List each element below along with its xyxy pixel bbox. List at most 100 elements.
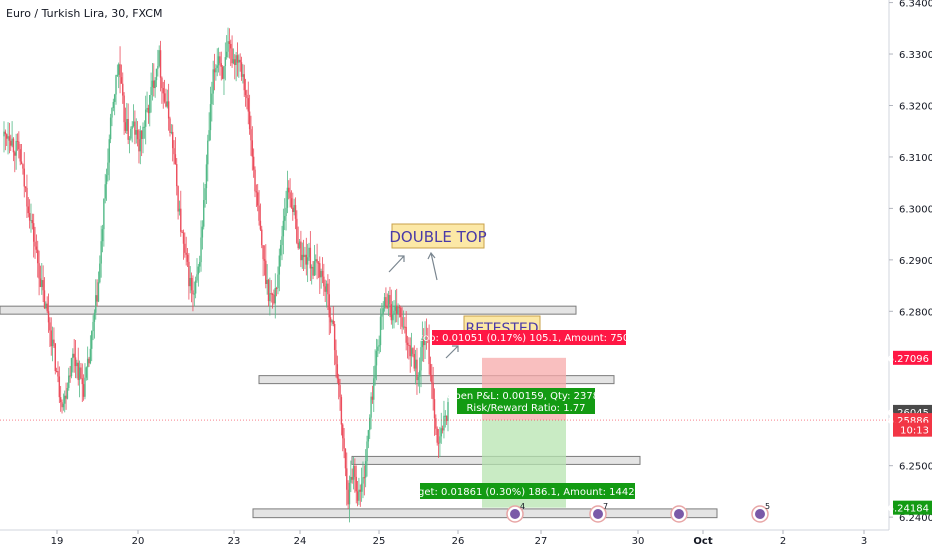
candle-body	[138, 139, 140, 152]
candle-body	[231, 48, 233, 64]
candle-body	[161, 77, 163, 89]
time-tick-label: 27	[535, 536, 548, 547]
candle-body	[358, 489, 360, 501]
candle-body	[257, 192, 259, 206]
candle-body	[387, 295, 390, 308]
candle-body	[309, 247, 312, 269]
candle-body	[8, 136, 11, 141]
candle-body	[369, 417, 371, 431]
candle-body	[22, 164, 24, 169]
candle-body	[124, 122, 127, 131]
candle-body	[76, 362, 78, 367]
candle-body	[230, 43, 232, 49]
candle-body	[408, 344, 410, 346]
price-tick-label: 6.28000	[899, 307, 932, 318]
sr-zone[interactable]	[252, 508, 718, 519]
candle-body	[211, 93, 213, 105]
candle-body	[99, 263, 101, 283]
candle-body	[19, 149, 21, 162]
candle-body	[28, 213, 31, 221]
candle-body	[370, 396, 372, 418]
candle-body	[321, 270, 324, 277]
candle-body	[16, 140, 19, 142]
candle-body	[190, 277, 193, 291]
candle-body	[371, 396, 374, 400]
price-axis[interactable]: 6.34000 6.33000 6.32000 6.31000 6.30000 6.290…	[889, 0, 932, 524]
candle-body	[396, 305, 398, 315]
candle-body	[262, 245, 264, 260]
candle-body	[35, 246, 38, 250]
candle-body	[417, 376, 420, 381]
candle-body	[255, 191, 258, 193]
candle-body	[134, 121, 136, 135]
candle-body	[7, 136, 9, 139]
double-top-annotation[interactable]: DOUBLE TOP	[388, 223, 487, 281]
candle-body	[333, 323, 336, 351]
time-tick-label: 25	[373, 536, 386, 547]
candle-body	[170, 131, 173, 133]
candle-body	[379, 316, 382, 346]
time-axis[interactable]: 19 20 23 24 25 26 27 30 Oct 2 3	[51, 530, 868, 547]
candle-body	[421, 339, 424, 348]
candle-body	[203, 200, 205, 227]
candle-body	[433, 399, 436, 419]
candles-layer	[3, 27, 449, 523]
candle-body	[301, 254, 303, 261]
stop-label-text: Stop: 0.01051 (0.17%) 105.1, Amount: 750…	[413, 333, 645, 344]
price-badge-label: 6.24184	[888, 504, 929, 515]
candle-body	[383, 297, 386, 309]
candle-body	[243, 74, 245, 91]
candle-body	[259, 220, 262, 230]
stop-label[interactable]: Stop: 0.01051 (0.17%) 105.1, Amount: 750…	[413, 330, 645, 345]
candle-body	[381, 313, 383, 317]
candle-body	[227, 41, 229, 52]
candle-body	[81, 378, 83, 385]
candle-body	[252, 156, 255, 170]
candle-body	[193, 293, 195, 295]
candle-body	[54, 343, 56, 371]
candle-body	[39, 278, 42, 287]
candle-body	[402, 326, 405, 328]
candle-body	[123, 95, 125, 123]
candle-body	[198, 262, 201, 267]
candle-body	[335, 350, 337, 365]
double-top-box	[391, 223, 485, 249]
candle-body	[154, 80, 156, 89]
candle-body	[88, 358, 90, 364]
candle-body	[292, 207, 294, 212]
candle-body	[447, 402, 449, 421]
target-label[interactable]: Target: 0.01861 (0.30%) 186.1, Amount: 1…	[403, 483, 651, 499]
candle-body	[217, 56, 220, 66]
candle-body	[363, 477, 366, 479]
candle-body	[196, 274, 198, 281]
candle-body	[184, 243, 186, 253]
sr-zone[interactable]	[258, 375, 615, 385]
candle-body	[286, 187, 289, 208]
candle-body	[84, 377, 86, 397]
candle-body	[24, 186, 27, 188]
sr-zone[interactable]	[0, 305, 577, 315]
candle-body	[30, 220, 32, 222]
candle-body	[300, 241, 302, 261]
event-marker-core	[593, 509, 603, 519]
price-tick-label: 6.24000	[899, 513, 932, 524]
candle-body	[340, 397, 343, 425]
candle-body	[389, 295, 391, 305]
candle-body	[112, 101, 115, 109]
candle-body	[279, 245, 282, 256]
candle-body	[282, 220, 285, 237]
candle-body	[136, 130, 139, 140]
candle-body	[382, 308, 384, 314]
candle-body	[312, 266, 314, 276]
candle-body	[293, 205, 295, 212]
candle-body	[165, 101, 167, 107]
candle-body	[115, 75, 117, 95]
pnl-label[interactable]: Open P&L: 0.00159, Qty: 23786 Risk/Rewar…	[447, 388, 606, 414]
candle-body	[173, 148, 175, 155]
candle-body	[26, 187, 28, 207]
candle-body	[223, 66, 225, 79]
candle-body	[296, 218, 298, 243]
candle-body	[53, 339, 55, 344]
candle-body	[316, 259, 318, 263]
